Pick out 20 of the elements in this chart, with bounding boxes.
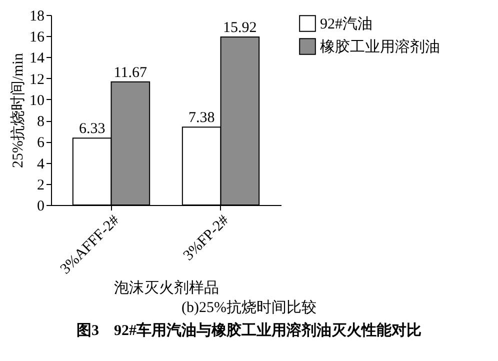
y-tick-label: 8 [37,114,44,130]
legend-label: 橡胶工业用溶剂油 [320,38,440,56]
text: 图3 92#车用汽油与橡胶工业用溶剂油灭火性能对比 [76,321,422,340]
y-tick-label: 6 [37,135,45,152]
y-tick-label: 18 [30,8,44,24]
data-label: 15.92 [223,20,257,36]
y-axis-title: 25%抗烧时间/min [10,52,26,168]
text: (b)25%抗烧时间比较 [180,298,318,317]
data-label: 7.38 [188,110,215,126]
y-tick-label: 12 [30,72,44,88]
data-label: 6.33 [78,121,106,138]
legend-label: 92#汽油 [320,16,372,32]
y-tick-label: 10 [30,92,44,109]
y-tick-label: 16 [30,30,45,46]
data-label: 11.67 [114,64,148,81]
y-tick-label: 2 [37,177,44,194]
y-tick-label: 14 [30,50,45,67]
y-tick-label: 4 [37,156,45,172]
x-axis-title: 泡沫灭火剂样品 [114,280,219,297]
y-tick-label: 0 [37,198,44,214]
